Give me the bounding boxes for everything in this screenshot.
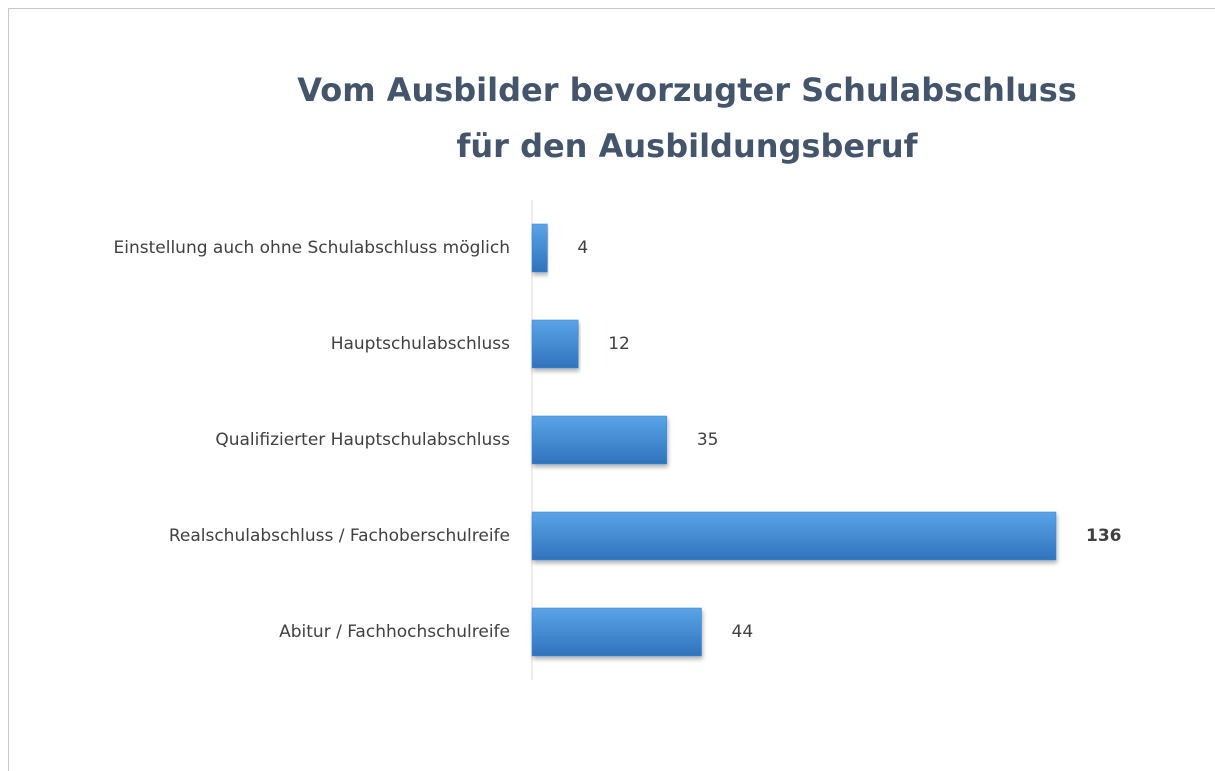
value-label: 35 [697, 430, 719, 450]
value-label: 12 [608, 334, 630, 354]
category-label: Abitur / Fachhochschulreife [279, 622, 510, 642]
value-label: 44 [732, 622, 754, 642]
category-label: Qualifizierter Hauptschulabschluss [215, 430, 510, 450]
frame [8, 8, 1215, 771]
bar [531, 223, 548, 273]
chart-title: Vom Ausbilder bevorzugter Schulabschluss… [297, 71, 1077, 165]
bar [531, 415, 668, 465]
bar [531, 607, 702, 657]
bar [531, 319, 579, 369]
value-label: 4 [577, 238, 588, 258]
category-label: Realschulabschluss / Fachoberschulreife [169, 526, 510, 546]
category-label: Hauptschulabschluss [331, 334, 510, 354]
category-label: Einstellung auch ohne Schulabschluss mög… [114, 238, 510, 258]
value-label: 136 [1086, 526, 1122, 546]
bar [531, 511, 1057, 561]
